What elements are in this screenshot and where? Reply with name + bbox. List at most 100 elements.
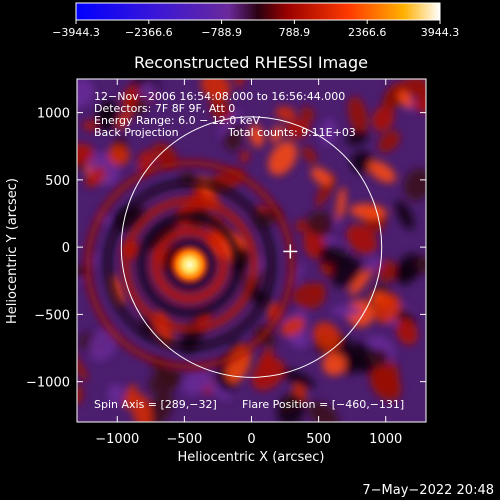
texture-blob bbox=[302, 146, 317, 164]
texture-blob bbox=[97, 104, 114, 122]
x-tick-label: 500 bbox=[306, 432, 331, 447]
texture-blob bbox=[85, 167, 106, 188]
texture-blob bbox=[77, 143, 95, 166]
texture-blob bbox=[416, 255, 426, 274]
texture-blob bbox=[306, 210, 335, 236]
texture-blob bbox=[270, 125, 283, 143]
texture-blob bbox=[107, 144, 130, 166]
colorbar-tick-label: 788.9 bbox=[279, 26, 311, 39]
texture-blob bbox=[107, 383, 124, 406]
texture-blob bbox=[301, 106, 315, 122]
diffraction-ring bbox=[122, 197, 258, 333]
colorbar-tick-label: −3944.3 bbox=[52, 26, 100, 39]
texture-blob bbox=[367, 257, 382, 270]
texture-blob bbox=[131, 393, 153, 422]
texture-blob bbox=[139, 81, 156, 100]
colorbar: −3944.3 −2366.6 −788.9 788.9 2366.6 3944… bbox=[52, 2, 460, 39]
spin-axis-label: Spin Axis = [289,−32] bbox=[94, 398, 217, 411]
texture-blob bbox=[349, 268, 372, 296]
heatmap-rings bbox=[84, 159, 295, 370]
texture-blob bbox=[77, 79, 95, 108]
texture-blob bbox=[382, 82, 404, 112]
texture-blob bbox=[412, 97, 426, 112]
texture-blob bbox=[374, 293, 401, 324]
texture-blob bbox=[148, 369, 183, 394]
diffraction-ring bbox=[138, 213, 242, 317]
texture-blob bbox=[268, 141, 297, 176]
texture-blob bbox=[295, 219, 308, 232]
texture-blob bbox=[280, 368, 316, 388]
texture-blob bbox=[394, 263, 415, 285]
colorbar-tick-label: −788.9 bbox=[201, 26, 242, 39]
solar-limb bbox=[120, 116, 383, 378]
texture-blob bbox=[378, 130, 400, 153]
texture-blob bbox=[368, 160, 396, 183]
y-tick-label: −1000 bbox=[26, 376, 70, 391]
texture-blob bbox=[249, 124, 264, 148]
x-tick-label: −500 bbox=[167, 432, 203, 447]
texture-blob bbox=[322, 352, 346, 376]
texture-blob bbox=[330, 256, 361, 288]
texture-blob bbox=[372, 105, 395, 132]
texture-blob bbox=[310, 167, 333, 186]
diffraction-ring bbox=[104, 179, 275, 350]
texture-blob bbox=[117, 108, 132, 130]
info-method: Back Projection bbox=[94, 126, 179, 139]
flare-source bbox=[167, 242, 212, 287]
texture-blob bbox=[395, 200, 415, 230]
y-tick-label: −500 bbox=[34, 308, 70, 323]
texture-blob bbox=[312, 321, 341, 351]
texture-blob bbox=[280, 317, 305, 337]
axis-ticks bbox=[77, 79, 426, 422]
timestamp: 7−May−2022 20:48 bbox=[362, 483, 494, 498]
texture-blob bbox=[330, 305, 361, 317]
texture-blob bbox=[123, 383, 137, 410]
texture-blob bbox=[350, 150, 374, 174]
texture-blob bbox=[416, 84, 426, 99]
colorbar-gradient bbox=[75, 2, 441, 21]
texture-blob bbox=[336, 186, 346, 220]
colorbar-tick-label: 3944.3 bbox=[421, 26, 460, 39]
texture-blob bbox=[217, 109, 241, 138]
info-total-counts: Total counts: 9.11E+03 bbox=[227, 126, 356, 139]
info-energy-range: Energy Range: 6.0 − 12.0 keV bbox=[94, 114, 261, 127]
texture-blob bbox=[88, 327, 118, 361]
texture-blob bbox=[239, 150, 250, 164]
diffraction-ring bbox=[84, 159, 295, 370]
texture-blob bbox=[110, 274, 124, 307]
x-tick-label: 1000 bbox=[369, 432, 402, 447]
texture-blob bbox=[395, 318, 418, 345]
x-tick-label: 0 bbox=[247, 432, 255, 447]
y-tick-label: 1000 bbox=[37, 107, 70, 122]
texture-blob bbox=[182, 368, 211, 396]
colorbar-ticks bbox=[75, 20, 441, 24]
heatmap-image bbox=[77, 79, 426, 422]
texture-blob bbox=[277, 393, 306, 422]
texture-blob bbox=[311, 282, 326, 295]
texture-blob bbox=[145, 221, 178, 250]
texture-blob bbox=[203, 379, 232, 402]
flare-position-label: Flare Position = [−460,−131] bbox=[242, 398, 404, 411]
texture-blob bbox=[122, 85, 140, 110]
texture-blob bbox=[346, 224, 377, 254]
texture-blob bbox=[308, 401, 339, 422]
texture-blob bbox=[348, 353, 365, 368]
y-tick-label: 500 bbox=[45, 174, 70, 189]
colorbar-tick-label: −2366.6 bbox=[125, 26, 173, 39]
texture-blob bbox=[369, 349, 389, 368]
texture-blob bbox=[346, 130, 369, 145]
spin-axis-marker bbox=[283, 244, 298, 259]
x-axis-label: Heliocentric X (arcsec) bbox=[178, 450, 325, 465]
y-tick-label: 0 bbox=[62, 241, 70, 256]
texture-blob bbox=[403, 168, 426, 201]
info-detectors: Detectors: 7F 8F 9F, Att 0 bbox=[94, 102, 235, 115]
diffraction-ring bbox=[151, 226, 228, 303]
texture-blob bbox=[348, 96, 368, 134]
info-time-range: 12−Nov−2006 16:54:08.000 to 16:56:44.000 bbox=[94, 90, 345, 103]
texture-blob bbox=[398, 90, 413, 108]
texture-blob bbox=[251, 358, 285, 391]
colorbar-tick-label: 2366.6 bbox=[348, 26, 387, 39]
texture-blob bbox=[275, 106, 296, 121]
y-axis-label: Heliocentric Y (arcsec) bbox=[5, 178, 20, 324]
